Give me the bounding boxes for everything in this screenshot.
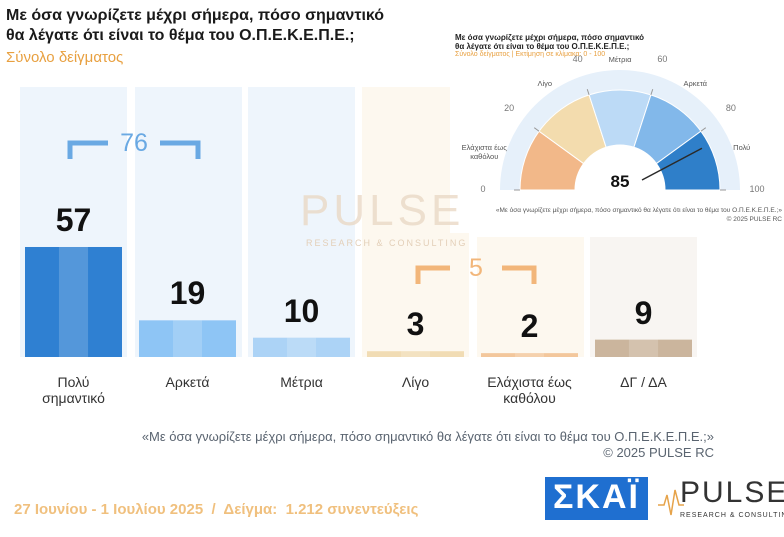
value-label: 2 [520,308,539,345]
gauge-band-label: Ελάχιστα έως καθόλου [461,143,507,162]
gauge-ring [500,70,740,190]
gauge-title: θα λέγατε ότι είναι το θέμα του Ο.Π.Ε.Κ.… [455,42,630,51]
value-label: 57 [55,201,92,238]
gauge-tick-label: 20 [504,103,515,114]
bar-sheen [172,320,203,357]
gauge-tick [700,127,707,132]
gauge-band-label: Μέτρια [608,55,632,64]
bar [367,351,464,357]
value-label: 9 [634,294,653,331]
gauge-title: Με όσα γνωρίζετε μέχρι σήμερα, πόσο σημα… [455,33,645,42]
x-tick-label: Λίγο [401,374,430,390]
chart-title: Με όσα γνωρίζετε μέχρι σήμερα, πόσο σημα… [6,7,385,24]
gauge-needle [641,147,703,181]
chart-title: θα λέγατε ότι είναι το θέμα του Ο.Π.Ε.Κ.… [6,27,355,44]
bar-sheen [628,339,659,357]
group-bracket [415,265,537,284]
gauge-subtitle: Σύνολο δείγματος | Εκτίμηση σε κλίμακα: … [455,51,606,58]
bar-sheen [400,351,431,357]
gauge-note: «Με όσα γνωρίζετε μέχρι σήμερα, πόσο σημ… [495,207,782,214]
footer-copyright: © 2025 PULSE RC [603,445,714,460]
group-bracket [67,140,201,159]
bar [253,337,350,357]
chart-subtitle: Σύνολο δείγματος [6,49,124,66]
x-tick-label: Μέτρια [280,374,323,390]
gauge-band-label: Αρκετά [683,79,708,89]
column-bg [248,87,355,357]
logo-skai: ΣΚΑΪ [553,478,640,516]
value-label: 3 [406,306,425,343]
x-tick-label: Πολύ σημαντικό [42,374,105,407]
gauge-tick-label: 100 [749,184,765,194]
column-bg [477,237,584,357]
column-bg [590,237,697,357]
gauge-tick-label: 40 [572,53,583,64]
bar-sheen [514,353,545,357]
watermark: PULSE [300,186,465,235]
gauge-tick [650,89,654,96]
x-tick-label: Ελάχιστα έως καθόλου [487,374,572,407]
logo-pulse: PULSE [680,476,784,509]
gauge-tick-label: 60 [657,53,668,64]
logo-pulse-wave [658,489,684,516]
logo-pulse-sub: RESEARCH & CONSULTING [680,512,784,519]
bar [139,320,236,357]
fieldwork: 27 Ιουνίου - 1 Ιουλίου 2025 / Δείγμα: 1.… [14,501,419,518]
gauge-tick [586,89,590,96]
bar-sheen [58,246,89,357]
value-label: 19 [169,275,206,312]
gauge-tick-label: 80 [725,103,736,114]
watermark-sub: RESEARCH & CONSULTING [306,238,468,248]
group-total: 5 [469,254,483,282]
x-tick-label: Αρκετά [165,374,210,390]
logo-skai-box [545,477,648,520]
gauge-tick [533,127,540,132]
value-label: 10 [283,292,320,329]
bar-sheen [286,337,317,357]
column-bg [135,87,242,357]
bar [595,339,692,357]
gauge-copyright: © 2025 PULSE RC [726,216,782,223]
gauge-band-label: Λίγο [537,79,553,89]
gauge-tick-label: 0 [480,184,486,194]
gauge-value: 85 [610,172,630,191]
x-tick-label: ΔΓ / ΔΑ [620,374,667,390]
group-total: 76 [120,129,148,157]
gauge-band-label: Πολύ [733,143,751,153]
bar [25,246,122,357]
footer-quote: «Με όσα γνωρίζετε μέχρι σήμερα, πόσο σημ… [141,429,714,444]
bar [481,353,578,357]
